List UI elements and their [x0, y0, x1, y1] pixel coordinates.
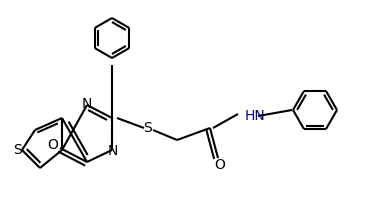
Text: O: O — [215, 158, 225, 172]
Text: HN: HN — [245, 109, 266, 123]
Text: N: N — [82, 97, 92, 111]
Text: O: O — [48, 138, 58, 152]
Text: S: S — [144, 121, 152, 135]
Text: N: N — [108, 144, 118, 158]
Text: S: S — [14, 143, 22, 157]
